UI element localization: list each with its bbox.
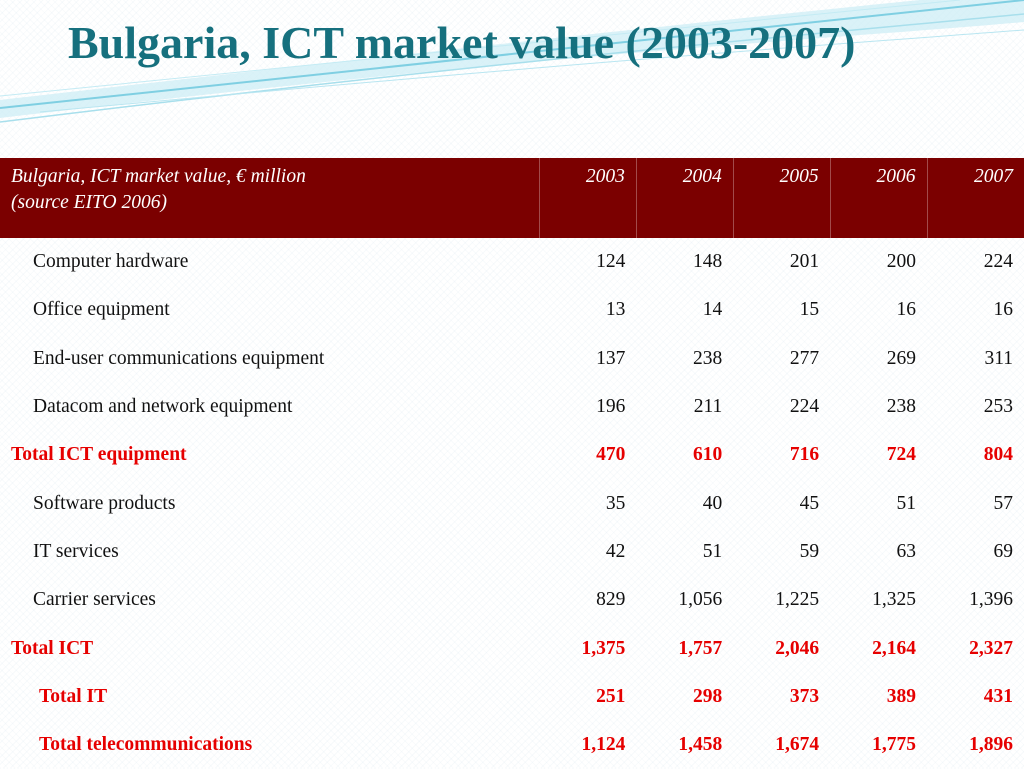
value-cell: 1,396	[969, 589, 1013, 611]
table-total-row: Total telecommunications 1,124 1,458 1,674 1…	[0, 721, 1024, 769]
value-cell: 1,757	[678, 637, 723, 659]
header-year-cell: 2003	[539, 158, 637, 238]
value-cell: 1,375	[581, 637, 626, 659]
table-header-row: Bulgaria, ICT market value, € million (s…	[0, 158, 1024, 238]
row-label-cell: End-user communications equipment	[33, 347, 325, 369]
value-cell: 16	[993, 299, 1014, 321]
value-cell: 431	[983, 685, 1013, 707]
table-row: End-user communications equipment 137 238 2…	[0, 335, 1024, 383]
table-body: Computer hardware 124 148 201 200 224 Office e…	[0, 238, 1024, 769]
row-label-cell: Datacom and network equipment	[33, 396, 293, 418]
value-cell: 51	[896, 492, 917, 514]
value-cell: 211	[693, 396, 723, 418]
header-year-cell: 2006	[830, 158, 928, 238]
ict-market-table: Bulgaria, ICT market value, € million (s…	[0, 158, 1024, 769]
value-cell: 1,674	[775, 734, 820, 756]
table-row: IT services 42 51 59 63 69	[0, 528, 1024, 576]
value-cell: 2,164	[872, 637, 917, 659]
row-label-cell: Total ICT	[11, 637, 94, 659]
value-cell: 224	[983, 251, 1013, 273]
header-label-line2: (source EITO 2006)	[11, 192, 167, 213]
header-year-cell: 2007	[927, 158, 1024, 238]
value-cell: 45	[799, 492, 820, 514]
value-cell: 200	[886, 251, 917, 273]
value-cell: 63	[896, 540, 917, 562]
value-cell: 470	[596, 444, 626, 466]
row-label-cell: Computer hardware	[33, 251, 189, 273]
value-cell: 373	[789, 685, 820, 707]
value-cell: 238	[692, 347, 723, 369]
table-row: Software products 35 40 45 51 57	[0, 479, 1024, 527]
header-year-cell: 2005	[733, 158, 831, 238]
value-cell: 124	[596, 251, 626, 273]
row-label-cell: Total telecommunications	[39, 734, 253, 756]
page-title: Bulgaria, ICT market value (2003-2007)	[68, 17, 856, 68]
value-cell: 724	[886, 444, 917, 466]
table-total-row: Total ICT 1,375 1,757 2,046 2,164 2,327	[0, 624, 1024, 672]
value-cell: 829	[596, 589, 626, 611]
value-cell: 277	[789, 347, 820, 369]
table-row: Office equipment 13 14 15 16 16	[0, 286, 1024, 334]
value-cell: 15	[799, 299, 820, 321]
row-label-cell: Total IT	[39, 685, 108, 707]
value-cell: 69	[993, 540, 1014, 562]
table-total-row: Total ICT equipment 470 610 716 724 804	[0, 431, 1024, 479]
value-cell: 1,896	[969, 734, 1013, 756]
row-label-cell: IT services	[33, 540, 119, 562]
header-year-cell: 2004	[636, 158, 734, 238]
value-cell: 389	[886, 685, 917, 707]
value-cell: 269	[886, 347, 917, 369]
value-cell: 35	[605, 492, 626, 514]
row-label-cell: Office equipment	[33, 299, 170, 321]
value-cell: 51	[702, 540, 723, 562]
value-cell: 251	[596, 685, 626, 707]
value-cell: 137	[596, 347, 626, 369]
row-label-cell: Total ICT equipment	[11, 444, 187, 466]
row-label-cell: Carrier services	[33, 589, 156, 611]
value-cell: 13	[605, 299, 626, 321]
value-cell: 59	[799, 540, 820, 562]
row-label-cell: Software products	[33, 492, 176, 514]
value-cell: 253	[983, 396, 1013, 418]
value-cell: 2,046	[775, 637, 820, 659]
value-cell: 1,225	[775, 589, 820, 611]
value-cell: 201	[789, 251, 820, 273]
value-cell: 610	[692, 444, 723, 466]
value-cell: 2,327	[969, 637, 1013, 659]
value-cell: 148	[692, 251, 723, 273]
value-cell: 1,458	[678, 734, 723, 756]
value-cell: 40	[702, 492, 723, 514]
header-label-cell: Bulgaria, ICT market value, € million (s…	[0, 158, 540, 238]
value-cell: 716	[789, 444, 820, 466]
table-row: Carrier services 829 1,056 1,225 1,325 1,396	[0, 576, 1024, 624]
value-cell: 224	[789, 396, 820, 418]
value-cell: 311	[984, 347, 1013, 369]
value-cell: 238	[886, 396, 917, 418]
value-cell: 14	[702, 299, 723, 321]
table-row: Computer hardware 124 148 201 200 224	[0, 238, 1024, 286]
value-cell: 42	[605, 540, 626, 562]
value-cell: 196	[596, 396, 626, 418]
table-total-row: Total IT 251 298 373 389 431	[0, 673, 1024, 721]
table-row: Datacom and network equipment 196 211 224 23…	[0, 383, 1024, 431]
value-cell: 804	[983, 444, 1013, 466]
header-label-line1: Bulgaria, ICT market value, € million	[11, 166, 306, 187]
value-cell: 1,056	[678, 589, 723, 611]
value-cell: 1,325	[872, 589, 917, 611]
value-cell: 1,775	[872, 734, 917, 756]
value-cell: 1,124	[581, 734, 626, 756]
value-cell: 57	[993, 492, 1014, 514]
value-cell: 298	[692, 685, 723, 707]
value-cell: 16	[896, 299, 917, 321]
